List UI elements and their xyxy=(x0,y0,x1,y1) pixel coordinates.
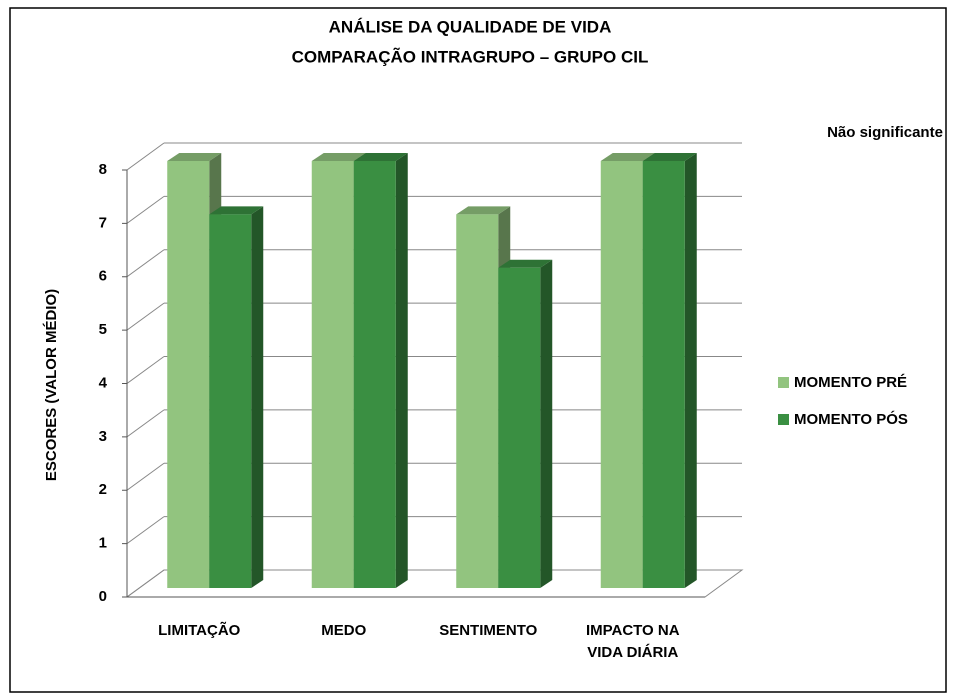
annotation: Não significante xyxy=(827,124,943,141)
bar-top xyxy=(209,206,264,215)
grid-line-side xyxy=(126,462,165,491)
y-axis-label: ESCORES (VALOR MÉDIO) xyxy=(43,289,60,481)
grid-line-side xyxy=(126,569,165,598)
legend-swatch xyxy=(778,414,789,425)
bar-top xyxy=(311,153,366,161)
y-tick-label: 5 xyxy=(99,321,107,338)
y-tick-label: 2 xyxy=(99,481,107,498)
bar xyxy=(498,267,541,588)
bar-side xyxy=(395,153,408,588)
bar xyxy=(456,214,499,588)
x-tick-label: IMPACTO NA VIDA DIÁRIA xyxy=(585,622,680,661)
chart-title: ANÁLISE DA QUALIDADE DE VIDA xyxy=(329,17,612,36)
bar xyxy=(353,161,396,588)
bar-side xyxy=(251,206,264,588)
y-tick-label: 8 xyxy=(99,161,107,178)
chart-subtitle: COMPARAÇÃO INTRAGRUPO – GRUPO CIL xyxy=(292,46,649,66)
grid-line-side xyxy=(126,302,165,331)
bar-side xyxy=(684,153,697,588)
grid-line-side xyxy=(126,142,165,171)
bar-top xyxy=(600,153,655,161)
bar-top xyxy=(456,206,511,215)
grid-line-side xyxy=(126,516,165,545)
x-tick-label: LIMITAÇÃO xyxy=(158,622,241,639)
chart-border xyxy=(9,7,947,693)
x-tick-label: MEDO xyxy=(321,622,367,639)
y-tick-label: 3 xyxy=(99,428,107,445)
bar-top xyxy=(353,153,408,161)
y-tick-label: 4 xyxy=(99,374,108,391)
bar-side xyxy=(540,259,553,588)
bar-top xyxy=(642,153,697,161)
grid-line-side xyxy=(126,356,165,384)
legend-swatch xyxy=(778,377,789,388)
legend-label: MOMENTO PRÉ xyxy=(794,374,907,391)
grid-line-side xyxy=(126,195,165,224)
y-tick-label: 1 xyxy=(99,535,107,552)
x-tick-label: SENTIMENTO xyxy=(439,622,538,639)
y-tick-label: 6 xyxy=(99,268,107,285)
grid-line-side xyxy=(126,249,165,278)
y-tick-label: 7 xyxy=(99,214,107,231)
bar-top xyxy=(167,153,222,161)
y-tick-label: 0 xyxy=(99,588,107,605)
bar-top xyxy=(498,259,553,268)
bar xyxy=(209,214,252,588)
bar xyxy=(600,161,643,588)
grid-line-side xyxy=(126,409,165,438)
bar xyxy=(642,161,685,588)
legend-label: MOMENTO PÓS xyxy=(794,410,908,428)
bar xyxy=(311,161,354,588)
bar xyxy=(167,161,210,588)
